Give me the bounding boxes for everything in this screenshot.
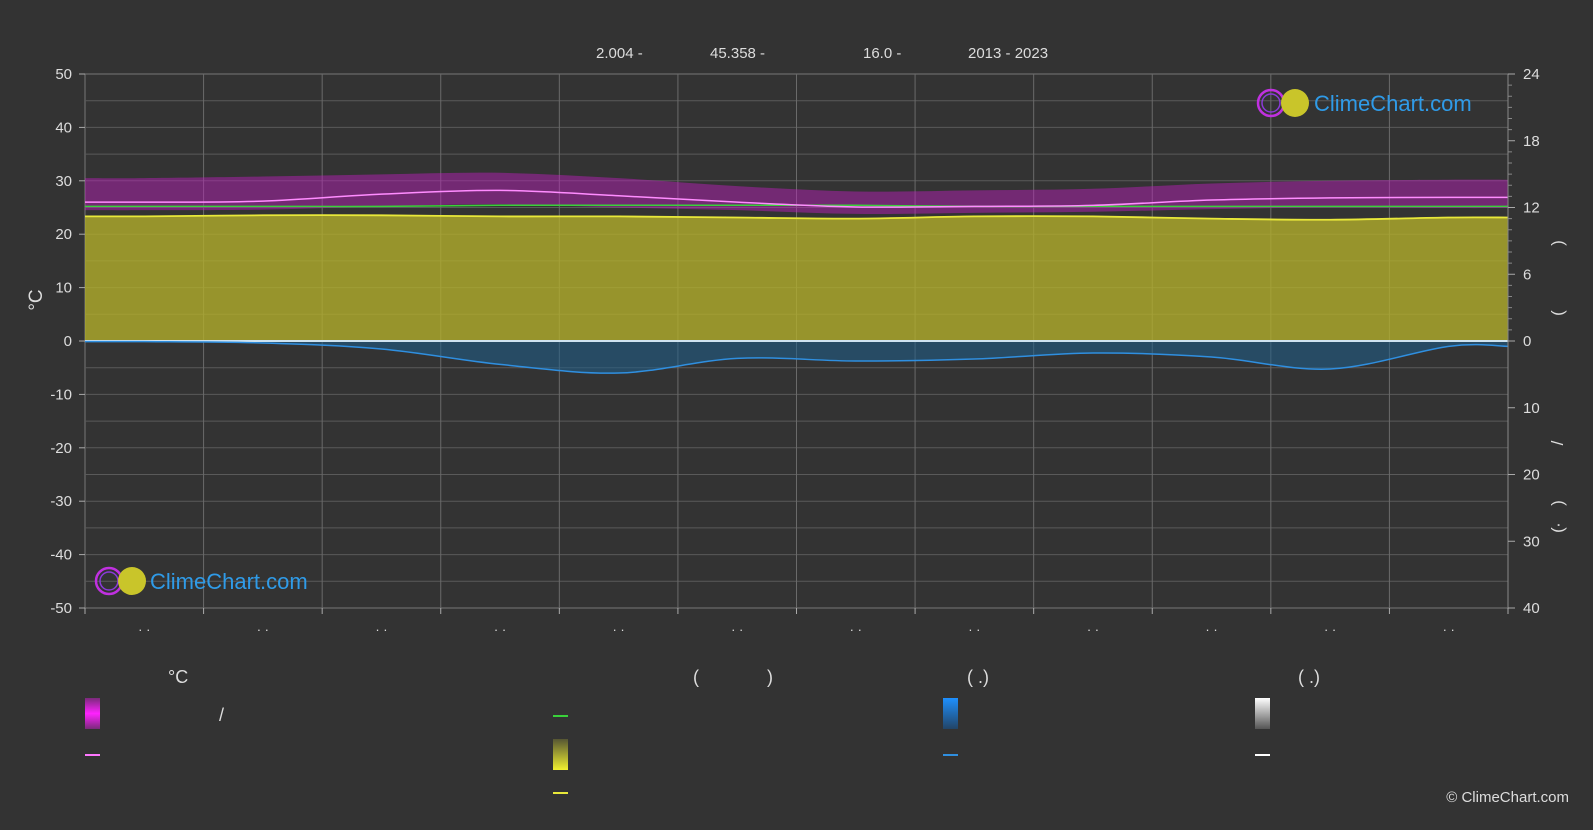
legend-col2-header-open: (	[693, 667, 699, 687]
x-tick-label: · ·	[850, 622, 862, 637]
top-logo: ClimeChart.com	[1256, 88, 1472, 118]
legend-sunshine-swatch	[553, 739, 568, 770]
legend: °C / ( ) ( .) ( .)	[85, 667, 1320, 794]
x-tick-label: · ·	[1087, 622, 1099, 637]
x-tick-label: · ·	[731, 622, 743, 637]
temperature-mean-line	[85, 189, 1508, 208]
left-tick-label: -40	[50, 547, 72, 564]
years-label: 2013 - 2023	[968, 45, 1048, 62]
legend-daylight-swatch	[553, 715, 568, 717]
x-tick-label: · ·	[375, 622, 387, 637]
longitude-label: 45.358 -	[710, 45, 765, 62]
right-tick-label: 40	[1523, 600, 1540, 617]
legend-temp-mean-swatch	[85, 754, 100, 756]
left-tick-label: 30	[55, 173, 72, 190]
legend-snow-mean-swatch	[1255, 754, 1270, 756]
left-tick-label: 10	[55, 280, 72, 297]
sunshine-line	[85, 214, 1508, 221]
right-axis: 24 18 12 6 0 10 20 30 40	[1507, 66, 1540, 617]
rain-mean-line	[85, 340, 1508, 374]
legend-rain-mean-swatch	[943, 754, 958, 756]
right-axis-title-part: (	[1548, 527, 1567, 533]
x-tick-label: · ·	[968, 622, 980, 637]
right-tick-label: 20	[1523, 467, 1540, 484]
logo-sun-icon	[118, 567, 146, 595]
left-tick-label: 40	[55, 119, 72, 136]
legend-temp-range-swatch	[85, 698, 100, 729]
right-axis-title-part: /	[1548, 440, 1567, 445]
left-tick-label: -30	[50, 493, 72, 510]
series-layer	[85, 172, 1508, 374]
right-tick-label: 10	[1523, 400, 1540, 417]
right-tick-label: 12	[1523, 200, 1540, 217]
x-tick-label: · ·	[494, 622, 506, 637]
right-tick-label: 6	[1523, 266, 1531, 283]
x-tick-label: · ·	[1443, 622, 1455, 637]
top-logo-text: ClimeChart.com	[1314, 91, 1472, 116]
legend-snow-swatch	[1255, 698, 1270, 729]
legend-rain-swatch	[943, 698, 958, 729]
left-tick-label: 0	[64, 333, 72, 350]
bottom-logo-text: ClimeChart.com	[150, 569, 308, 594]
x-tick-label: · ·	[612, 622, 624, 637]
left-axis: 50 40 30 20 10 0 -10 -20 -30 -40 -50	[50, 66, 85, 617]
legend-col2-header-close: )	[767, 667, 773, 687]
right-axis-title-part: )	[1548, 240, 1567, 246]
right-tick-label: 18	[1523, 133, 1540, 150]
copyright: © ClimeChart.com	[1446, 789, 1569, 806]
logo-sun-icon	[1281, 89, 1309, 117]
x-tick-label: · ·	[138, 622, 150, 637]
x-tick-label: · ·	[257, 622, 269, 637]
legend-sunshine-mean-swatch	[553, 792, 568, 794]
rain-area	[85, 341, 1508, 374]
left-axis-title: °C	[26, 289, 47, 310]
x-axis: · · · · · · · · · · · · · · · · · · · · · · · ·	[84, 608, 1509, 637]
right-axis-title-part: )	[1548, 500, 1567, 506]
x-tick-label: · ·	[1324, 622, 1336, 637]
right-axis-title-part: ·	[1548, 522, 1567, 528]
legend-col4-header: ( .)	[1298, 667, 1320, 687]
left-tick-label: -10	[50, 386, 72, 403]
chart-header: 2.004 - 45.358 - 16.0 - 2013 - 2023	[596, 45, 1048, 62]
sunshine-area	[85, 215, 1508, 341]
right-tick-label: 24	[1523, 66, 1540, 83]
right-axis-title: )(/)·(	[1548, 240, 1567, 533]
bottom-logo: ClimeChart.com	[94, 566, 308, 596]
legend-col1-header: °C	[168, 667, 188, 687]
left-tick-label: -20	[50, 440, 72, 457]
right-tick-label: 30	[1523, 533, 1540, 550]
left-tick-label: -50	[50, 600, 72, 617]
legend-col1-separator: /	[219, 705, 224, 725]
right-axis-title-part: (	[1548, 310, 1567, 316]
latitude-label: 2.004 -	[596, 45, 643, 62]
x-tick-label: · ·	[1205, 622, 1217, 637]
elevation-label: 16.0 -	[863, 45, 901, 62]
left-tick-label: 50	[55, 66, 72, 83]
right-tick-label: 0	[1523, 333, 1531, 350]
legend-col3-header: ( .)	[967, 667, 989, 687]
left-tick-label: 20	[55, 226, 72, 243]
temperature-range-band	[85, 172, 1508, 215]
